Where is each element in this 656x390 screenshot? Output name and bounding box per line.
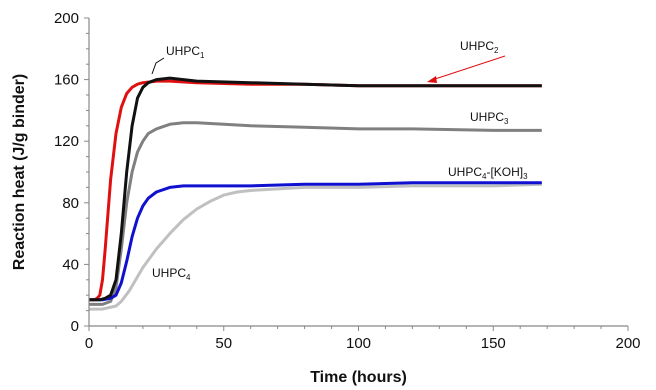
y-tick-label: 80: [62, 195, 79, 212]
axes: 0 40 80 120 160 200 0 50 100 150 200: [54, 10, 641, 352]
uhpc2-leader-arrowhead: [427, 76, 437, 83]
x-tick-label: 50: [215, 335, 232, 352]
uhpc2-leader-line: [431, 55, 506, 81]
series-label-2: UHPC3: [470, 110, 509, 126]
x-tick-label: 150: [481, 335, 506, 352]
series-line-4: [89, 182, 542, 311]
x-tick-label: 0: [85, 335, 93, 352]
series-label-0: UHPC1: [166, 44, 205, 60]
plot-area: [89, 76, 542, 311]
y-tick-label: 160: [54, 72, 79, 89]
y-tick-label: 120: [54, 133, 79, 150]
x-tick-label: 100: [346, 335, 371, 352]
series-label-3: UHPC4-[KOH]3: [448, 165, 528, 181]
y-tick-label: 0: [71, 318, 79, 335]
series-labels: UHPC1 UHPC2 UHPC3 UHPC4-[KOH]3 UHPC4: [151, 39, 528, 282]
x-axis-title: Time (hours): [310, 369, 407, 386]
uhpc1-leader-line: [151, 57, 165, 75]
x-tick-label: 200: [615, 335, 640, 352]
series-line-0: [89, 76, 542, 302]
y-tick-label: 200: [54, 10, 79, 27]
y-axis-title: Reaction heat (J/g binder): [11, 74, 28, 270]
y-tick-label: 40: [62, 256, 79, 273]
series-label-1: UHPC2: [460, 39, 499, 55]
series-line-3: [89, 181, 542, 302]
series-label-4: UHPC4: [152, 266, 191, 282]
